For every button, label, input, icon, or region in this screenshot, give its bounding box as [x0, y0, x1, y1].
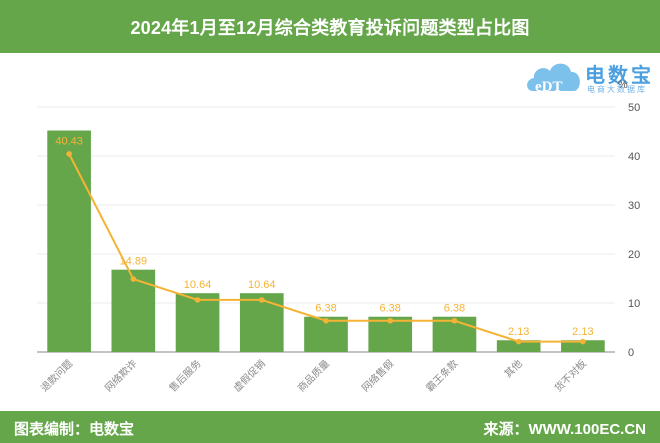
data-label: 2.13	[508, 326, 529, 338]
bar	[175, 293, 220, 352]
chart-title: 2024年1月至12月综合类教育投诉问题类型占比图	[130, 17, 530, 38]
data-label: 10.64	[248, 279, 276, 291]
y-axis-unit: %	[618, 79, 628, 91]
combo-chart: 0 10 20 30 40 50 退款问题 网络欺诈 售后服务 虚假促销 商品质量 网络售假 霸王条款 其…	[0, 53, 660, 411]
line-point	[194, 297, 201, 303]
cloud-logo-icon: eDT	[527, 63, 580, 95]
line-point	[387, 317, 394, 324]
line-point	[130, 276, 137, 282]
data-label: 40.43	[55, 136, 83, 148]
x-category-label: 网络售假	[359, 357, 396, 394]
y-tick-label: 40	[628, 151, 640, 163]
chart-header: 2024年1月至12月综合类教育投诉问题类型占比图	[0, 0, 660, 53]
y-tick-label: 10	[628, 298, 640, 310]
data-label: 6.38	[380, 303, 401, 315]
bar	[561, 340, 605, 352]
data-label: 10.64	[184, 279, 212, 291]
y-tick-label: 50	[628, 102, 640, 114]
x-category-label: 霸王条款	[423, 357, 460, 394]
svg-text:eDT: eDT	[535, 79, 563, 95]
x-category-label: 货不对板	[552, 357, 589, 394]
x-category-label: 售后服务	[166, 357, 203, 394]
x-category-label: 其他	[501, 357, 524, 380]
bar	[47, 130, 91, 352]
y-tick-label: 20	[628, 249, 640, 261]
bar	[111, 269, 156, 352]
line-point	[580, 338, 586, 345]
chart-source: 来源：WWW.100EC.CN	[483, 421, 646, 438]
bar	[239, 293, 284, 352]
x-category-label: 退款问题	[38, 357, 75, 394]
data-label: 6.38	[315, 303, 336, 315]
line-point	[515, 338, 522, 345]
line-point	[451, 317, 458, 324]
chart-footer: 图表编制：电数宝 来源：WWW.100EC.CN	[0, 411, 660, 443]
bar	[496, 340, 541, 352]
y-tick-label: 30	[628, 200, 640, 212]
line-point	[66, 151, 72, 157]
x-category-label: 虚假促销	[230, 357, 267, 394]
x-category-label: 商品质量	[295, 357, 332, 394]
chart-plot: 0 10 20 30 40 50 退款问题 网络欺诈 售后服务 虚假促销 商品质量 网络售假 霸王条款 其…	[37, 102, 640, 394]
data-label: 2.13	[572, 326, 593, 338]
brand-subtitle: 电商大数据库	[587, 85, 647, 94]
brand-logo: eDT 电数宝 电商大数据库	[525, 57, 660, 97]
line-point	[258, 297, 265, 303]
y-tick-label: 0	[628, 347, 634, 359]
chart-credit: 图表编制：电数宝	[14, 421, 135, 438]
line-point	[323, 317, 329, 324]
x-category-label: 网络欺诈	[102, 357, 139, 394]
data-label: 6.38	[444, 303, 465, 315]
data-label: 14.89	[120, 256, 148, 268]
brand-name: 电数宝	[585, 65, 654, 87]
